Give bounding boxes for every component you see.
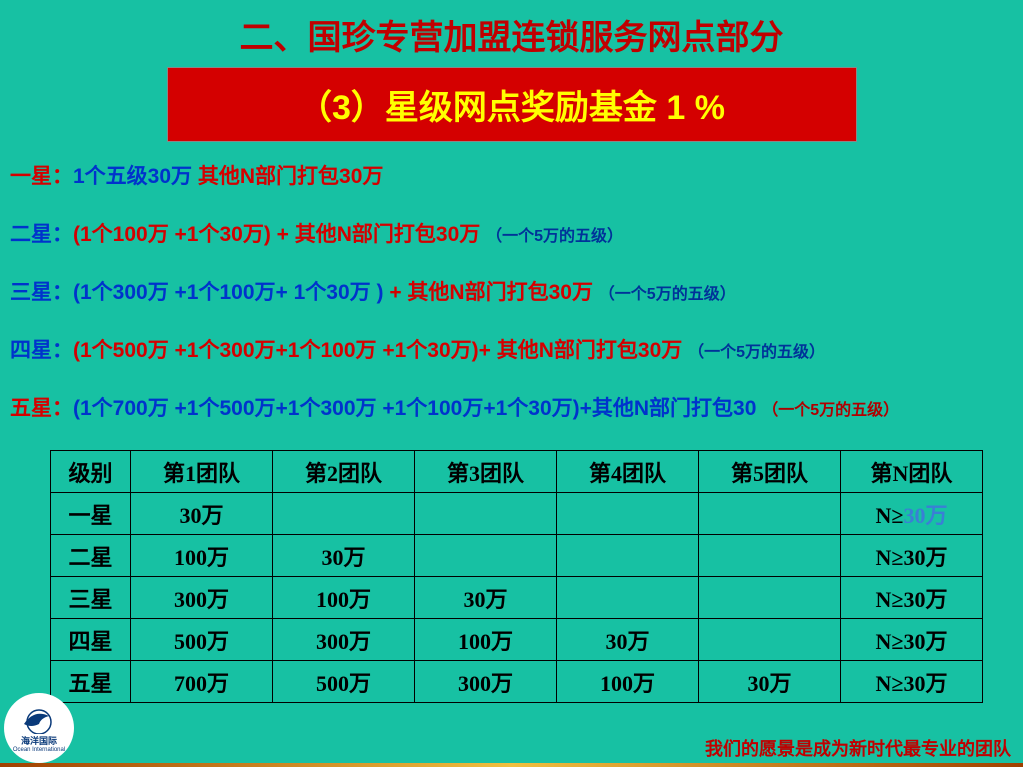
table-cell: 30万 [415,577,557,619]
logo-text: 海洋国际 [21,734,57,747]
star-lines: 一星：1个五级30万 其他N部门打包30万二星：(1个100万 +1个30万) … [0,142,1023,422]
table-cell: 30万 [273,535,415,577]
table-cell: 二星 [51,535,131,577]
star-label: 二星： [10,223,73,246]
star-text-part: 其他N部门打包30万 [198,165,384,188]
table-cell [415,535,557,577]
logo-badge: 海洋国际 Ocean International [4,693,74,763]
table-cell: 300万 [415,661,557,703]
star-text-part: + 其他N部门打包30万 [389,281,598,304]
table-cell: N≥30万 [841,535,983,577]
banner-title: （3）星级网点奖励基金 1 % [167,67,857,142]
table-cell: 五星 [51,661,131,703]
table-cell: 300万 [273,619,415,661]
star-line: 一星：1个五级30万 其他N部门打包30万 [10,160,1013,190]
footer-slogan: 我们的愿景是成为新时代最专业的团队 [705,735,1011,761]
table-row: 三星300万100万30万 N≥30万 [51,577,983,619]
table-cell: 30万 [131,493,273,535]
star-text-part: （一个5万的五级） [762,402,899,419]
table-cell: N≥30万 [841,577,983,619]
table-header-cell: 级别 [51,451,131,493]
table-row: 四星500万300万100万30万 N≥30万 [51,619,983,661]
table-cell [557,577,699,619]
star-label: 一星： [10,165,73,188]
star-label: 四星： [10,339,73,362]
table-cell: 100万 [131,535,273,577]
team-table-wrap: 级别第1团队第2团队第3团队第4团队第5团队第N团队一星30万N≥30万二星10… [0,450,1023,703]
table-header-cell: 第4团队 [557,451,699,493]
table-header-cell: 第N团队 [841,451,983,493]
table-cell: 100万 [415,619,557,661]
table-cell: N≥30万 [841,619,983,661]
table-cell: 500万 [273,661,415,703]
table-header-cell: 第1团队 [131,451,273,493]
logo-icon [19,704,59,734]
star-text-part: 1个五级30万 [73,165,198,188]
table-cell: 100万 [557,661,699,703]
table-cell: 四星 [51,619,131,661]
table-row: 二星100万30万 N≥30万 [51,535,983,577]
table-cell: N≥30万 [841,493,983,535]
star-text-part: （一个5万的五级） [486,228,623,245]
table-cell [273,493,415,535]
table-row: 五星700万500万300万100万30万N≥30万 [51,661,983,703]
star-text-part: （一个5万的五级） [688,344,825,361]
table-cell [699,535,841,577]
table-cell: 一星 [51,493,131,535]
table-cell: 三星 [51,577,131,619]
star-text-part: (1个100万 +1个30万) + 其他N部门打包30万 [73,223,486,246]
table-cell [699,493,841,535]
table-cell: 500万 [131,619,273,661]
table-cell [415,493,557,535]
star-line: 三星：(1个300万 +1个100万+ 1个30万 ) + 其他N部门打包30万… [10,276,1013,306]
table-cell: 300万 [131,577,273,619]
table-cell: 30万 [699,661,841,703]
star-text-part: (1个300万 +1个100万+ 1个30万 ) [73,281,389,304]
table-cell [699,577,841,619]
team-table: 级别第1团队第2团队第3团队第4团队第5团队第N团队一星30万N≥30万二星10… [50,450,983,703]
table-cell: 700万 [131,661,273,703]
table-cell: 30万 [557,619,699,661]
star-line: 二星：(1个100万 +1个30万) + 其他N部门打包30万 （一个5万的五级… [10,218,1013,248]
table-cell [557,493,699,535]
star-text-part: (1个700万 +1个500万+1个300万 +1个100万+1个30万)+其他… [73,397,762,420]
star-label: 五星： [10,397,73,420]
table-cell: 100万 [273,577,415,619]
table-cell [557,535,699,577]
star-line: 四星：(1个500万 +1个300万+1个100万 +1个30万)+ 其他N部门… [10,334,1013,364]
table-cell [699,619,841,661]
table-header-cell: 第2团队 [273,451,415,493]
section-header: 二、国珍专营加盟连锁服务网点部分 [0,0,1023,59]
table-header-cell: 第3团队 [415,451,557,493]
star-line: 五星：(1个700万 +1个500万+1个300万 +1个100万+1个30万)… [10,392,1013,422]
star-text-part: (1个500万 +1个300万+1个100万 +1个30万)+ 其他N部门打包3… [73,339,688,362]
table-header-cell: 第5团队 [699,451,841,493]
table-row: 一星30万 N≥30万 [51,493,983,535]
star-label: 三星： [10,281,73,304]
star-text-part: （一个5万的五级） [599,286,736,303]
logo-subtext: Ocean International [13,747,65,753]
table-cell: N≥30万 [841,661,983,703]
bottom-decor-bar [0,763,1023,767]
